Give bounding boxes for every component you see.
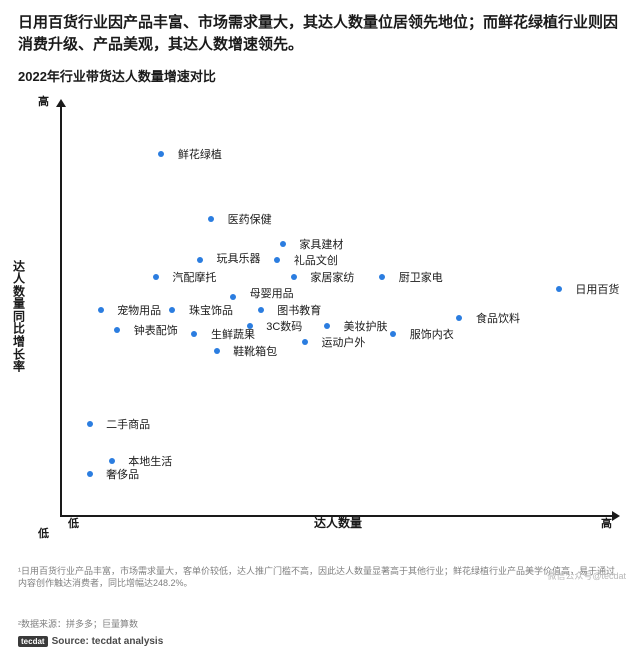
footnote-1: ¹日用百货行业产品丰富，市场需求量大，客单价较低，达人推广门槛不高，因此达人数量…: [18, 565, 622, 590]
scatter-point: [214, 348, 220, 354]
scatter-point: [230, 294, 236, 300]
scatter-label: 钟表配饰: [134, 322, 178, 338]
scatter-label: 鲜花绿植: [178, 146, 222, 162]
scatter-label: 奢侈品: [106, 466, 139, 482]
scatter-point: [291, 274, 297, 280]
scatter-label: 珠宝饰品: [189, 302, 233, 318]
scatter-point: [114, 327, 120, 333]
scatter-point: [324, 323, 330, 329]
scatter-label: 美妆护肤: [344, 318, 388, 334]
scatter-point: [456, 315, 462, 321]
y-axis-label: 达人数量同比增长率: [12, 260, 26, 373]
scatter-point: [153, 274, 159, 280]
source-row: tecdat Source: tecdat analysis: [18, 636, 622, 647]
plot-area: 达人数量 低 高 鲜花绿植医药保健家具建材玩具乐器礼品文创汽配摩托家居家纺厨卫家…: [60, 105, 614, 517]
scatter-point: [379, 274, 385, 280]
scatter-label: 母婴用品: [250, 285, 294, 301]
scatter-label: 玩具乐器: [217, 250, 261, 266]
report-page: 日用百货行业因产品丰富、市场需求量大，其达人数量位居领先地位；而鲜花绿植行业则因…: [0, 0, 640, 620]
scatter-label: 家具建材: [299, 236, 343, 252]
scatter-point: [274, 257, 280, 263]
scatter-point: [87, 421, 93, 427]
scatter-point: [280, 241, 286, 247]
scatter-label: 服饰内衣: [410, 326, 454, 342]
scatter-point: [197, 257, 203, 263]
scatter-point: [98, 307, 104, 313]
scatter-point: [390, 331, 396, 337]
x-axis-high: 高: [601, 515, 612, 531]
scatter-point: [208, 216, 214, 222]
scatter-point: [158, 151, 164, 157]
scatter-label: 宠物用品: [117, 302, 161, 318]
scatter-label: 鞋靴箱包: [233, 343, 277, 359]
source-text: Source: tecdat analysis: [52, 636, 164, 647]
scatter-label: 汽配摩托: [172, 269, 216, 285]
chart-title: 2022年行业带货达人数量增速对比: [18, 66, 622, 85]
scatter-label: 二手商品: [106, 416, 150, 432]
scatter-point: [258, 307, 264, 313]
scatter-point: [556, 286, 562, 292]
x-axis-label: 达人数量: [314, 514, 362, 531]
scatter-chart: 达人数量同比增长率 高 低 达人数量 低 高 鲜花绿植医药保健家具建材玩具乐器礼…: [18, 97, 622, 537]
scatter-label: 图书教育: [277, 302, 321, 318]
scatter-point: [169, 307, 175, 313]
scatter-label: 3C数码: [266, 318, 302, 334]
headline: 日用百货行业因产品丰富、市场需求量大，其达人数量位居领先地位；而鲜花绿植行业则因…: [18, 12, 622, 56]
scatter-label: 家居家纺: [310, 269, 354, 285]
scatter-label: 食品饮料: [476, 310, 520, 326]
scatter-point: [109, 458, 115, 464]
scatter-point: [302, 339, 308, 345]
scatter-label: 厨卫家电: [399, 269, 443, 285]
scatter-label: 医药保健: [228, 211, 272, 227]
watermark: 微信公众号@tecdat: [547, 569, 626, 582]
scatter-point: [191, 331, 197, 337]
scatter-label: 生鲜蔬果: [211, 326, 255, 342]
x-axis-low: 低: [68, 515, 79, 531]
brand-logo: tecdat: [18, 636, 48, 647]
scatter-label: 运动户外: [321, 334, 365, 350]
scatter-label: 礼品文创: [294, 252, 338, 268]
y-axis-low: 低: [38, 525, 49, 541]
scatter-label: 日用百货: [575, 281, 619, 297]
scatter-point: [87, 471, 93, 477]
y-axis-high: 高: [38, 93, 49, 109]
